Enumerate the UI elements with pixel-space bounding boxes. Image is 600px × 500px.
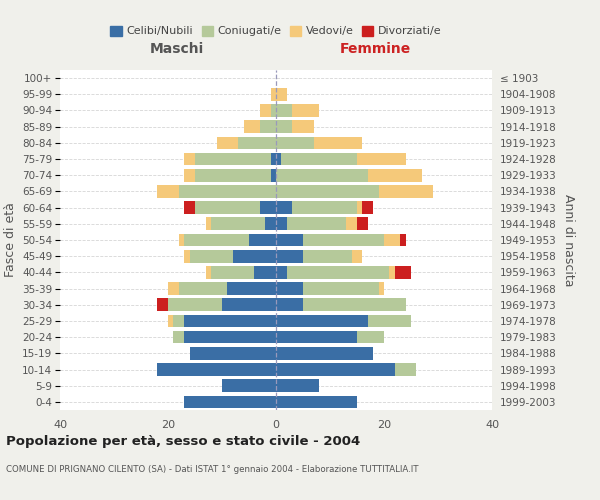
Bar xyxy=(168,314,173,328)
Bar xyxy=(276,250,303,262)
Bar xyxy=(276,218,287,230)
Bar xyxy=(222,298,276,311)
Bar xyxy=(400,234,406,246)
Bar xyxy=(292,120,314,133)
Bar xyxy=(157,363,276,376)
Bar xyxy=(190,347,276,360)
Bar xyxy=(276,120,292,133)
Bar xyxy=(276,169,368,181)
Bar xyxy=(357,218,368,230)
Bar xyxy=(184,396,276,408)
Bar xyxy=(276,266,287,278)
Bar xyxy=(276,185,379,198)
Bar xyxy=(346,218,357,230)
Bar xyxy=(184,152,195,166)
Bar xyxy=(184,202,195,214)
Bar xyxy=(157,185,179,198)
Bar xyxy=(173,314,184,328)
Bar xyxy=(368,169,422,181)
Y-axis label: Fasce di età: Fasce di età xyxy=(4,202,17,278)
Bar xyxy=(303,234,384,246)
Bar xyxy=(276,298,303,311)
Bar xyxy=(281,152,357,166)
Bar xyxy=(260,120,276,133)
Bar xyxy=(276,234,303,246)
Bar xyxy=(238,136,276,149)
Bar xyxy=(389,266,395,278)
Bar xyxy=(206,266,211,278)
Bar xyxy=(276,104,292,117)
Bar xyxy=(206,218,211,230)
Bar xyxy=(303,298,406,311)
Bar xyxy=(276,380,319,392)
Bar xyxy=(357,152,406,166)
Y-axis label: Anni di nascita: Anni di nascita xyxy=(562,194,575,286)
Bar xyxy=(352,250,362,262)
Text: COMUNE DI PRIGNANO CILENTO (SA) - Dati ISTAT 1° gennaio 2004 - Elaborazione TUTT: COMUNE DI PRIGNANO CILENTO (SA) - Dati I… xyxy=(6,465,419,474)
Bar xyxy=(368,314,411,328)
Bar xyxy=(168,298,222,311)
Bar xyxy=(217,136,238,149)
Bar xyxy=(395,266,411,278)
Bar xyxy=(190,250,233,262)
Bar xyxy=(227,282,276,295)
Bar xyxy=(287,266,389,278)
Bar xyxy=(271,152,276,166)
Bar xyxy=(184,250,190,262)
Bar xyxy=(276,282,303,295)
Bar xyxy=(271,169,276,181)
Bar xyxy=(276,331,357,344)
Bar xyxy=(276,88,287,101)
Bar xyxy=(184,314,276,328)
Bar xyxy=(179,234,184,246)
Bar xyxy=(303,282,379,295)
Bar xyxy=(233,250,276,262)
Bar xyxy=(211,218,265,230)
Bar xyxy=(395,363,416,376)
Bar xyxy=(276,152,281,166)
Bar xyxy=(276,314,368,328)
Bar xyxy=(195,202,260,214)
Bar xyxy=(276,202,292,214)
Bar xyxy=(184,234,249,246)
Bar xyxy=(184,169,195,181)
Bar xyxy=(244,120,260,133)
Bar xyxy=(384,234,400,246)
Bar xyxy=(195,152,271,166)
Bar xyxy=(173,331,184,344)
Bar xyxy=(314,136,362,149)
Bar xyxy=(260,104,271,117)
Bar xyxy=(249,234,276,246)
Bar xyxy=(254,266,276,278)
Bar xyxy=(276,396,357,408)
Bar xyxy=(303,250,352,262)
Legend: Celibi/Nubili, Coniugati/e, Vedovi/e, Divorziati/e: Celibi/Nubili, Coniugati/e, Vedovi/e, Di… xyxy=(106,21,446,41)
Bar xyxy=(271,88,276,101)
Bar xyxy=(157,298,168,311)
Bar xyxy=(357,202,362,214)
Bar xyxy=(222,380,276,392)
Bar xyxy=(379,282,384,295)
Bar xyxy=(271,104,276,117)
Bar xyxy=(292,202,357,214)
Bar xyxy=(276,363,395,376)
Bar xyxy=(265,218,276,230)
Bar xyxy=(168,282,179,295)
Bar xyxy=(184,331,276,344)
Text: Popolazione per età, sesso e stato civile - 2004: Popolazione per età, sesso e stato civil… xyxy=(6,435,360,448)
Bar xyxy=(195,169,271,181)
Bar xyxy=(260,202,276,214)
Bar xyxy=(379,185,433,198)
Bar xyxy=(276,136,314,149)
Text: Femmine: Femmine xyxy=(340,42,411,56)
Bar xyxy=(357,331,384,344)
Bar xyxy=(362,202,373,214)
Text: Maschi: Maschi xyxy=(149,42,204,56)
Bar xyxy=(287,218,346,230)
Bar xyxy=(211,266,254,278)
Bar xyxy=(276,347,373,360)
Bar xyxy=(179,185,276,198)
Bar xyxy=(292,104,319,117)
Bar xyxy=(179,282,227,295)
